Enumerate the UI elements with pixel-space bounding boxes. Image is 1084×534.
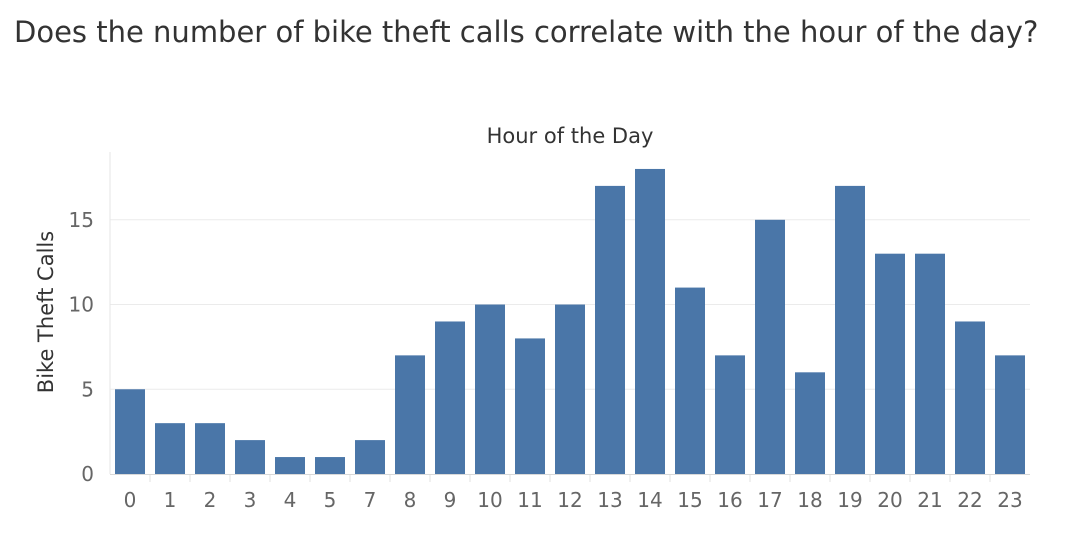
x-tick-label: 7 (364, 488, 377, 512)
x-tick-label: 0 (124, 488, 137, 512)
y-axis-ticks: 0 5 10 15 (69, 208, 94, 486)
y-tick-label: 5 (81, 377, 94, 401)
x-tick-label: 4 (284, 488, 297, 512)
x-tick-label: 17 (757, 488, 782, 512)
x-tick-label: 3 (244, 488, 257, 512)
bar-hour-4 (275, 457, 305, 474)
bar-hour-16 (715, 355, 745, 474)
bar-hour-12 (555, 304, 585, 474)
bar-hour-9 (435, 321, 465, 474)
bar-hour-20 (875, 253, 905, 474)
bar-hour-1 (155, 423, 185, 474)
x-tick-label: 9 (444, 488, 457, 512)
y-tick-label: 0 (81, 462, 94, 486)
bar-hour-17 (755, 219, 785, 474)
bar-hour-2 (195, 423, 225, 474)
x-tick-label: 21 (917, 488, 942, 512)
x-tick-label: 14 (637, 488, 662, 512)
x-tick-label: 13 (597, 488, 622, 512)
bar-hour-22 (955, 321, 985, 474)
x-tick-label: 8 (404, 488, 417, 512)
y-axis-title: Bike Theft Calls (34, 231, 58, 393)
chart-title: Does the number of bike theft calls corr… (14, 15, 1039, 49)
bar-hour-5 (315, 457, 345, 474)
y-tick-label: 10 (69, 293, 94, 317)
x-tick-label: 2 (204, 488, 217, 512)
bar-hour-18 (795, 372, 825, 474)
x-tick-label: 19 (837, 488, 862, 512)
x-axis-title: Hour of the Day (487, 124, 654, 148)
x-tick-label: 18 (797, 488, 822, 512)
x-tick-label: 15 (677, 488, 702, 512)
bar-hour-3 (235, 440, 265, 474)
bar-hour-8 (395, 355, 425, 474)
bar-hour-10 (475, 304, 505, 474)
x-axis-ticks: 0 1 2 3 4 5 7 8 9 10 11 12 13 14 15 16 17 18 19 20 21 22 23 (124, 474, 1023, 512)
bar-hour-21 (915, 253, 945, 474)
bar-hour-14 (635, 168, 665, 474)
x-tick-label: 20 (877, 488, 902, 512)
x-tick-label: 22 (957, 488, 982, 512)
x-tick-label: 1 (164, 488, 177, 512)
bar-hour-15 (675, 287, 705, 474)
y-tick-label: 15 (69, 208, 94, 232)
bar-hour-7 (355, 440, 385, 474)
x-tick-label: 23 (997, 488, 1022, 512)
bar-hour-11 (515, 338, 545, 474)
x-tick-label: 16 (717, 488, 742, 512)
x-tick-label: 11 (517, 488, 542, 512)
bar-hour-0 (115, 389, 145, 474)
bar-hour-23 (995, 355, 1025, 474)
bar-hour-13 (595, 185, 625, 475)
x-tick-label: 12 (557, 488, 582, 512)
bars (115, 168, 1025, 475)
x-tick-label: 10 (477, 488, 502, 512)
x-tick-label: 5 (324, 488, 337, 512)
bar-hour-19 (835, 185, 865, 475)
